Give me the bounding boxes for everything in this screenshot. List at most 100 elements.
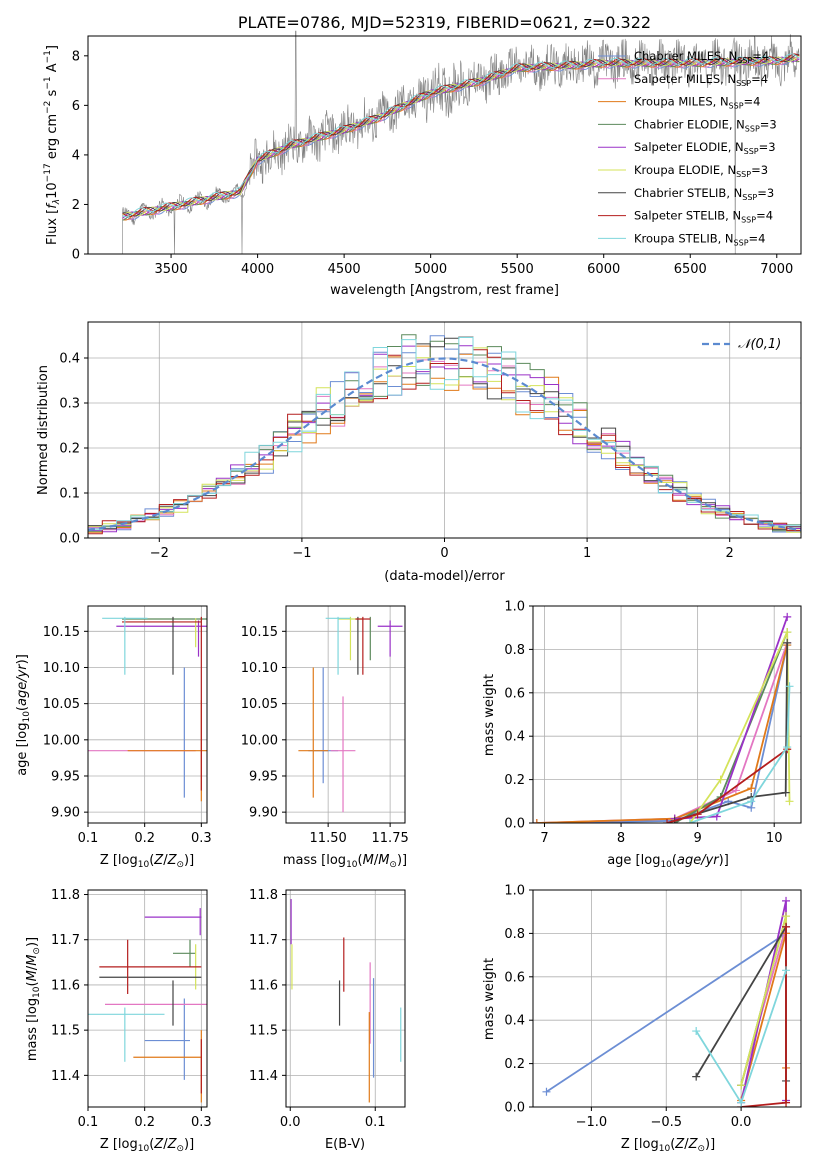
- spectrum-legend-subscript: SSP: [736, 79, 751, 88]
- spectrum-legend-count: =3: [757, 186, 774, 200]
- weight-series-line: [674, 642, 789, 822]
- spectrum-axes-frame: [87, 35, 802, 255]
- spectrum-legend-count: =4: [756, 209, 773, 223]
- residuals-xtick-label: 0: [440, 546, 448, 561]
- spectrum-legend-count: =3: [759, 140, 776, 154]
- model-spectrum-line: [122, 53, 800, 217]
- spectrum-legend-label: Salpeter ELODIE, NSSP=3: [634, 140, 776, 156]
- spectrum-legend-subscript: SSP: [744, 147, 759, 156]
- weight-marker: [785, 682, 794, 691]
- weight-age-xlabel: age [log10(age/yr)]: [607, 853, 729, 870]
- spectrum-xtick-label: 4000: [241, 262, 274, 277]
- age-mass-ytick-label: 9.95: [249, 769, 278, 784]
- spectrum-xtick-label: 5500: [501, 262, 534, 277]
- spectrum-title: PLATE=0786, MJD=52319, FIBERID=0621, z=0…: [238, 13, 651, 32]
- weight-Z-xtick-label: −1.0: [576, 1115, 608, 1130]
- residuals-ytick-label: 0.1: [59, 487, 80, 502]
- weight-marker: [693, 810, 702, 819]
- residuals-ticks: −2 −1 0 1 2 0.0 0.1 0.2 0.3 0.4: [59, 352, 734, 562]
- mass-Z-ytick-label: 11.7: [51, 933, 80, 948]
- age-mass-ytick-label: 10.15: [241, 625, 278, 640]
- weight-marker: [692, 1027, 701, 1036]
- spectrum-legend-label: Kroupa ELODIE, NSSP=3: [634, 163, 768, 179]
- mass-ebv-ytick-label: 11.5: [249, 1024, 278, 1039]
- weight-marker: [783, 638, 792, 647]
- age-mass-axes-frame: [285, 605, 406, 824]
- spectrum-legend-count: =3: [760, 117, 777, 131]
- age-Z-xtick-label: 0.3: [191, 831, 212, 846]
- weight-marker: [782, 1098, 791, 1107]
- age-mass-xlabel: mass [log10(M/M⊙)]: [283, 853, 407, 870]
- spectrum-ylabel: Flux [fλ10−17 erg cm−2 s−1 A−1]: [43, 45, 62, 245]
- residuals-ytick-label: 0.4: [59, 352, 80, 367]
- mass-ebv-xtick-label: 0.0: [280, 1115, 301, 1130]
- observed-spectrum-line: [119, 30, 800, 255]
- spectrum-legend-label: Chabrier STELIB, NSSP=3: [634, 186, 774, 202]
- weight-marker: [747, 797, 756, 806]
- residuals-panel: −2 −1 0 1 2 0.0 0.1 0.2 0.3 0.4 (data-model)/erro…: [36, 321, 802, 584]
- weight-Z-ylabel: mass weight: [482, 958, 497, 1040]
- weight-age-axes-frame: [532, 605, 802, 824]
- weight-marker: [533, 819, 541, 823]
- spectrum-legend-subscript: SSP: [742, 193, 757, 202]
- weight-marker: [737, 1081, 746, 1090]
- weight-marker: [663, 819, 671, 823]
- weight-marker: [731, 786, 740, 795]
- spectrum-xtick-label: 6500: [674, 262, 707, 277]
- mass-ebv-ytick-label: 11.6: [249, 978, 278, 993]
- age-mass-ytick-label: 10.10: [241, 661, 278, 676]
- weight-age-xtick-label: 7: [540, 831, 548, 846]
- residual-histogram: [88, 337, 801, 531]
- weight-Z-ytick-label: 0.0: [504, 1101, 525, 1116]
- weight-Z-ytick-label: 0.2: [504, 1057, 525, 1072]
- weight-marker: [542, 1087, 551, 1096]
- mass-vs-reddening-panel: 0.0 0.1 11.4 11.5 11.6 11.7 11.8: [249, 888, 406, 1130]
- residuals-gridlines: [88, 322, 801, 539]
- weight-Z-xtick-label: −0.5: [650, 1115, 682, 1130]
- weight-marker: [747, 784, 756, 793]
- age-mass-ytick-label: 10.05: [241, 697, 278, 712]
- mass-Z-ytick-label: 11.6: [51, 978, 80, 993]
- spectrum-legend-count: =4: [749, 231, 766, 245]
- residuals-ytick-label: 0.3: [59, 397, 80, 412]
- age-vs-metallicity-panel: 0.1 0.2 0.3 9.90 9.95 10.00 10.05 10.10 10.15: [43, 605, 212, 846]
- spectrum-lines: [119, 30, 800, 255]
- spectrum-xlabel: wavelength [Angstrom, rest frame]: [330, 283, 559, 298]
- spectrum-legend-label: Chabrier MILES, NSSP=4: [634, 49, 769, 65]
- mass-ebv-ytick-label: 11.8: [249, 888, 278, 903]
- spectrum-xtick-label: 6000: [587, 262, 620, 277]
- age-Z-xtick-label: 0.1: [78, 831, 99, 846]
- weight-marker: [782, 912, 791, 921]
- weight-marker: [782, 966, 791, 975]
- spectrum-legend-subscript: SSP: [741, 216, 756, 225]
- spectrum-xtick-label: 7000: [760, 262, 793, 277]
- mass-Z-xtick-label: 0.3: [191, 1115, 212, 1130]
- weight-marker: [685, 819, 694, 823]
- age-mass-ytick-label: 9.90: [249, 806, 278, 821]
- weight-marker: [781, 788, 790, 797]
- spectrum-ytick-label: 4: [72, 148, 80, 163]
- weight-marker: [783, 628, 792, 637]
- weight-series-line: [536, 644, 789, 823]
- spectrum-legend-subscript: SSP: [734, 238, 749, 247]
- spectrum-ytick-label: 2: [72, 198, 80, 213]
- normal-reference-curve: [87, 357, 802, 532]
- weight-age-ytick-label: 0.2: [504, 773, 525, 788]
- spectrum-legend-label: Chabrier ELODIE, NSSP=3: [634, 117, 777, 133]
- weight-age-ytick-label: 0.4: [504, 730, 525, 745]
- weight-age-ylabel: mass weight: [482, 674, 497, 756]
- spectrum-legend-subscript: SSP: [737, 56, 752, 65]
- age-Z-ytick-label: 10.00: [43, 733, 80, 748]
- spectrum-legend-count: =4: [751, 72, 768, 86]
- spectrum-legend-subscript: SSP: [729, 102, 744, 111]
- residual-histogram: [88, 336, 801, 531]
- age-Z-ytick-label: 10.05: [43, 697, 80, 712]
- age-Z-axes-frame: [87, 605, 208, 824]
- residuals-xtick-label: 2: [726, 546, 734, 561]
- age-Z-ytick-label: 10.15: [43, 625, 80, 640]
- spectrum-ytick-label: 6: [72, 99, 80, 114]
- weight-marker: [783, 612, 792, 621]
- residual-histogram: [88, 349, 801, 535]
- weight-age-marks: [533, 612, 794, 823]
- mass-ebv-xtick-label: 0.1: [365, 1115, 386, 1130]
